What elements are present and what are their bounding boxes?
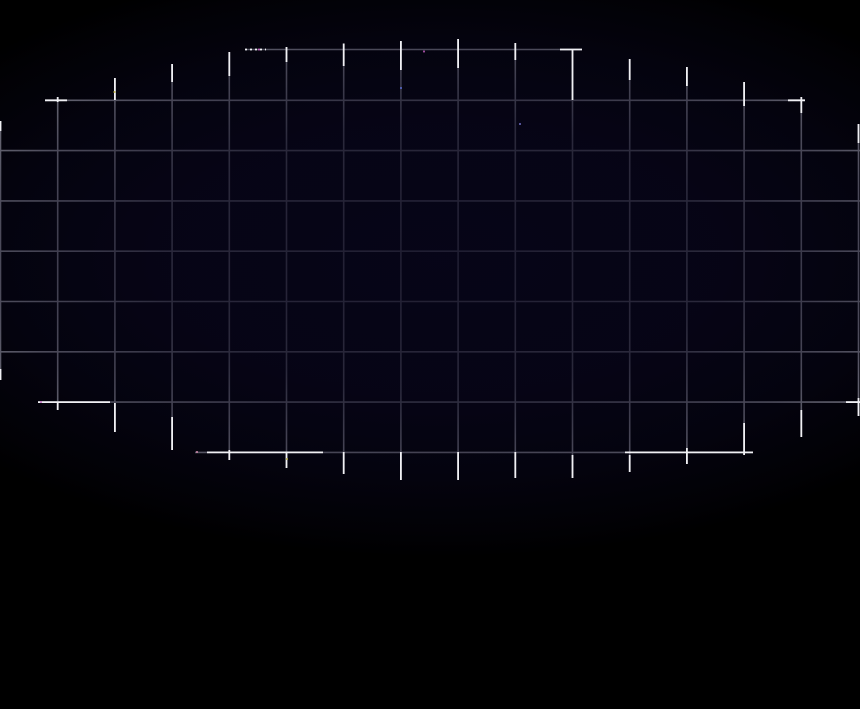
noise-dot: [196, 451, 198, 453]
noise-dot: [519, 123, 521, 125]
noise-dot: [258, 48, 260, 51]
noise-dot: [286, 458, 288, 460]
noise-dot: [40, 401, 42, 403]
noise-dot: [400, 87, 402, 89]
noise-dot: [423, 50, 425, 53]
noise-dot: [113, 91, 116, 93]
